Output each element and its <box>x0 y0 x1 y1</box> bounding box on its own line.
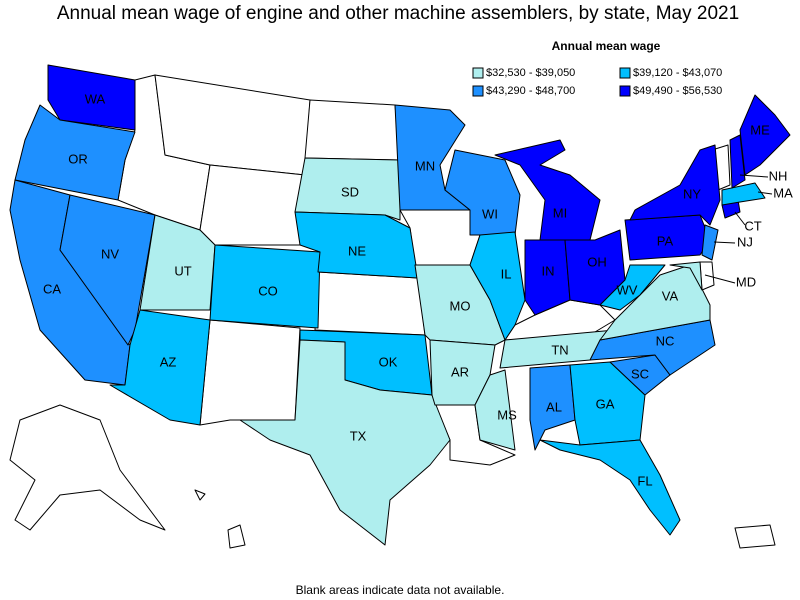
state-shape <box>524 239 571 316</box>
state-label: NE <box>348 243 366 258</box>
legend-swatch <box>472 67 484 79</box>
legend: $32,530 - $39,050 $39,120 - $43,070 $43,29… <box>472 67 722 97</box>
legend-swatch <box>619 67 631 79</box>
state-shape <box>47 64 136 131</box>
state-shape <box>109 309 211 426</box>
state-label: MO <box>450 298 471 313</box>
legend-title: Annual mean wage <box>552 39 661 53</box>
state-shape <box>599 264 666 311</box>
state-label: AL <box>546 399 562 414</box>
legend-label: $43,290 - $48,700 <box>486 85 575 97</box>
state-label: IL <box>501 266 512 281</box>
state-shape <box>701 224 719 261</box>
state-label: FL <box>637 473 652 488</box>
state-label: WI <box>482 206 498 221</box>
state-shape <box>294 211 419 279</box>
state-shape <box>394 104 471 211</box>
state-label: TX <box>350 428 367 443</box>
state-label: NH <box>769 168 788 183</box>
footnote: Blank areas indicate data not available. <box>296 583 505 597</box>
state-label: CO <box>258 283 278 298</box>
states <box>9 64 791 546</box>
state-shape <box>294 157 401 221</box>
state-shape <box>599 264 711 341</box>
state-label: SC <box>631 366 649 381</box>
legend-swatch <box>472 85 484 97</box>
state-label: CA <box>43 281 61 296</box>
state-label: MD <box>736 274 756 289</box>
state-shape <box>721 182 766 206</box>
state-shape <box>474 369 516 451</box>
state-shape <box>669 261 703 291</box>
state-shape <box>494 139 601 241</box>
labels: WA OR CA NV UT CO AZ SD NE OK TX MN MO AR MS WI IL MI IN OH… <box>43 91 793 488</box>
legend-label: $32,530 - $39,050 <box>486 67 575 79</box>
state-shape <box>469 231 526 341</box>
state-label: CT <box>744 218 761 233</box>
state-shape <box>629 144 721 226</box>
state-shape <box>14 104 136 201</box>
state-label: AR <box>451 364 469 379</box>
state-label: NV <box>101 246 119 261</box>
state-shape <box>209 244 321 329</box>
state-label: NJ <box>737 234 753 249</box>
state-label: VA <box>662 288 679 303</box>
state-label: WV <box>617 282 638 297</box>
state-label: OH <box>587 254 607 269</box>
state-label: OK <box>379 354 398 369</box>
state-label: WA <box>85 91 106 106</box>
state-label: ME <box>750 122 770 137</box>
state-label: NY <box>683 186 701 201</box>
state-label: AZ <box>160 354 177 369</box>
state-label: NC <box>656 333 675 348</box>
state-label: MS <box>497 407 517 422</box>
state-label: PA <box>657 233 674 248</box>
state-shape <box>59 194 156 346</box>
state-label: SD <box>341 184 359 199</box>
state-label: MA <box>773 185 793 200</box>
legend-swatch <box>619 85 631 97</box>
state-shape <box>239 339 451 546</box>
state-label: UT <box>174 263 191 278</box>
state-label: OR <box>68 151 88 166</box>
state-shape <box>539 439 681 536</box>
state-label: GA <box>596 396 615 411</box>
state-label: IN <box>542 263 555 278</box>
legend-label: $39,120 - $43,070 <box>633 67 722 79</box>
state-label: MN <box>415 158 435 173</box>
state-label: MI <box>553 205 567 220</box>
title: Annual mean wage of engine and other mac… <box>57 3 739 24</box>
legend-label: $49,490 - $56,530 <box>633 85 722 97</box>
state-label: TN <box>551 342 568 357</box>
leader-lines <box>704 174 773 284</box>
